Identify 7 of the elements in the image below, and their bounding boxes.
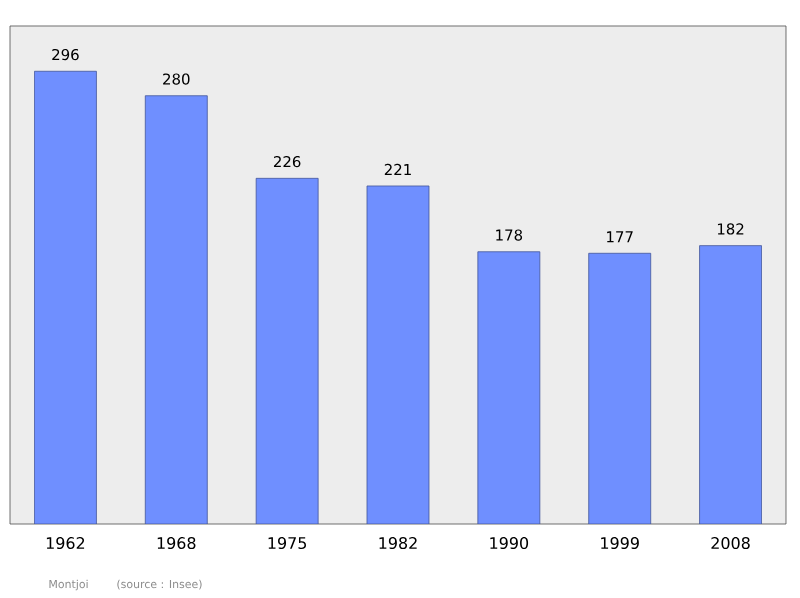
bar: [255, 177, 319, 524]
bar: [477, 251, 541, 524]
bar: [34, 70, 97, 524]
bar: [144, 95, 208, 524]
bar: [588, 252, 652, 524]
bar: [366, 185, 430, 524]
bar: [699, 245, 762, 524]
